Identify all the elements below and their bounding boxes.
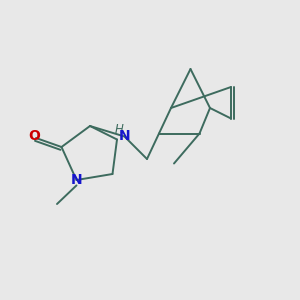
Text: N: N [119,130,130,143]
Text: O: O [28,130,40,143]
Text: N: N [71,173,82,187]
Text: H: H [115,123,124,136]
